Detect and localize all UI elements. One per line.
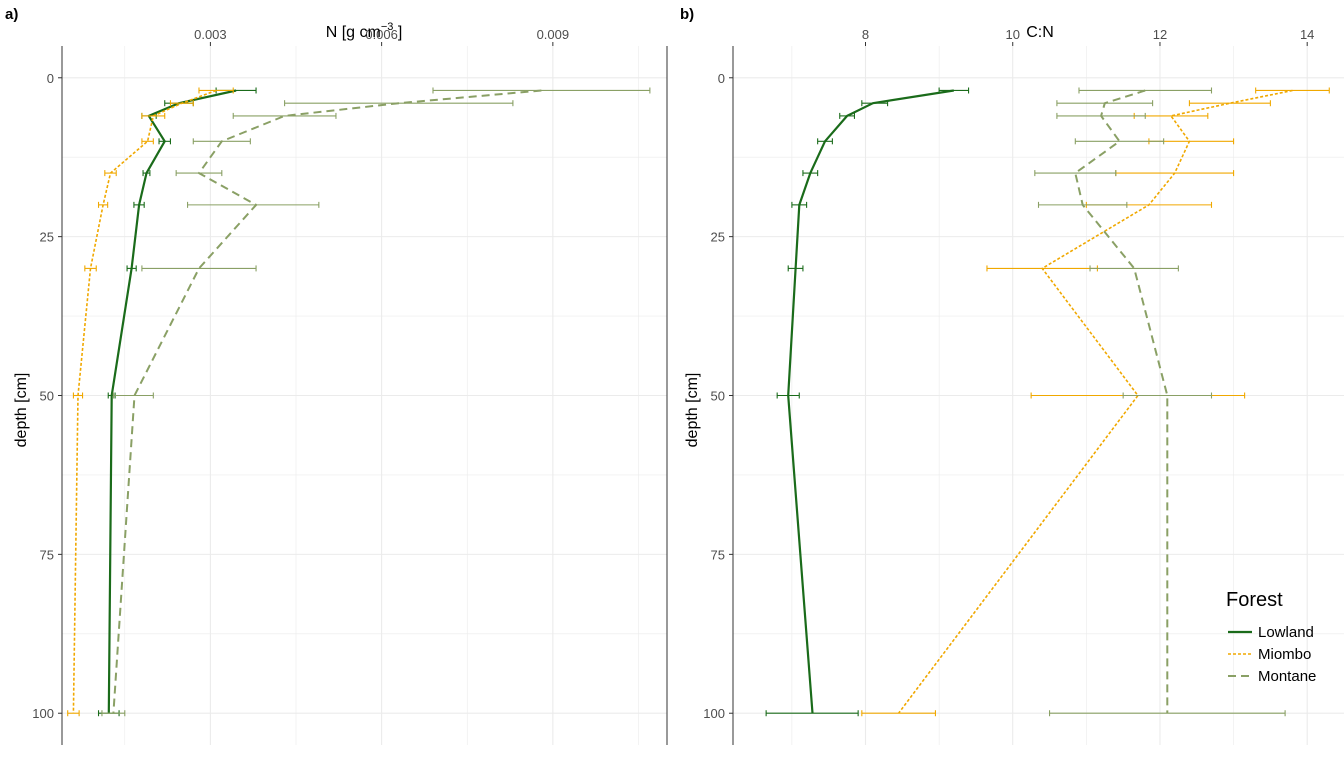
panel-a-miombo-errorbar-3 [141,138,154,145]
panel-a-series-montane [101,87,651,717]
panel-a-montane-errorbar-5 [187,201,320,208]
panel-b-y-tick-label-3: 75 [711,547,725,562]
panel-b-montane-errorbar-6 [1089,265,1179,272]
panel-a-montane-errorbar-7 [112,392,154,399]
panel-a-x-axis-label-base: N [g cm [326,24,381,41]
panel-a-y-tick-label-0: 0 [47,71,54,86]
panel-a-x-tick-label-2: 0.009 [537,27,570,42]
legend-title: Forest [1226,589,1283,611]
panel-a-x-axis-label-tail: ] [393,24,402,41]
panel-b-miombo-errorbar-1 [1188,100,1271,107]
panel-b-montane-errorbar-4 [1034,170,1117,177]
panel-a-series-miombo [67,87,234,717]
panel-a-x-tick-label-1: 0.006 [365,27,398,42]
panel-b-y-tick-label-4: 100 [703,706,725,721]
panel-a-tick-labels: 0.003 0.006 0.009 0 25 50 75 100 [32,27,569,721]
panel-a-montane-errorbar-2 [232,112,337,119]
panel-b-montane-errorbar-8 [1048,710,1286,717]
legend: Forest Lowland Miombo Montane [1226,589,1316,685]
panel-a-montane-errorbar-8 [101,710,126,717]
panel-b: b) 8 10 12 14 0 25 50 75 100 C:N depth [cm] [680,6,1344,745]
panel-b-x-tick-label-3: 14 [1300,27,1314,42]
panel-a-series [67,87,651,717]
panel-b-x-tick-label-2: 12 [1153,27,1167,42]
panel-a-montane-line [112,89,542,714]
panel-b-series-montane [1034,87,1286,717]
legend-label-miombo: Miombo [1258,646,1311,663]
panel-a-y-axis-label: depth [cm] [13,373,30,448]
panel-b-y-axis-label: depth [cm] [684,373,701,448]
panel-b-x-tick-label-1: 10 [1006,27,1020,42]
panel-b-montane-errorbar-7 [1122,392,1213,399]
panel-a: a) 0.003 0.006 0.009 0 25 50 75 100 N [g cm−3 ]… [5,6,668,745]
panel-a-y-tick-label-4: 100 [32,706,54,721]
panel-a-lowland-line [107,89,237,714]
panel-b-y-tick-label-2: 50 [711,389,725,404]
legend-label-lowland: Lowland [1258,624,1314,641]
panel-a-miombo-errorbar-8 [67,710,80,717]
panel-b-series [765,87,1330,717]
panel-b-tick-labels: 8 10 12 14 0 25 50 75 100 [703,27,1314,721]
panel-a-x-tick-label-0: 0.003 [194,27,227,42]
panel-a-y-tick-label-2: 50 [40,389,54,404]
panel-b-series-lowland [765,87,970,717]
panel-a-miombo-errorbar-0 [198,87,234,94]
panel-a-x-axis-label-exponent: −3 [381,21,394,33]
panel-b-miombo-line [897,89,1293,714]
panel-a-y-tick-label-3: 75 [40,547,54,562]
panel-b-y-tick-label-1: 25 [711,230,725,245]
panel-b-miombo-errorbar-8 [861,710,936,717]
panel-b-montane-errorbar-3 [1074,138,1165,145]
panel-b-x-tick-label-0: 8 [862,27,869,42]
panel-b-montane-line [1074,89,1169,714]
panel-a-y-tick-label-1: 25 [40,230,54,245]
panel-a-label: a) [5,6,18,23]
panel-a-montane-errorbar-6 [141,265,257,272]
panel-b-montane-errorbar-0 [1078,87,1213,94]
panel-b-x-axis-label: C:N [1026,24,1054,41]
panel-b-y-tick-label-0: 0 [718,71,725,86]
panel-b-label: b) [680,6,694,23]
panel-a-miombo-line [72,89,217,714]
panel-a-montane-errorbar-0 [432,87,651,94]
panel-b-lowland-line [787,89,954,714]
panel-a-x-axis-label: N [g cm−3 ] [326,21,403,41]
legend-items: Lowland Miombo Montane [1228,624,1316,685]
legend-label-montane: Montane [1258,668,1316,685]
